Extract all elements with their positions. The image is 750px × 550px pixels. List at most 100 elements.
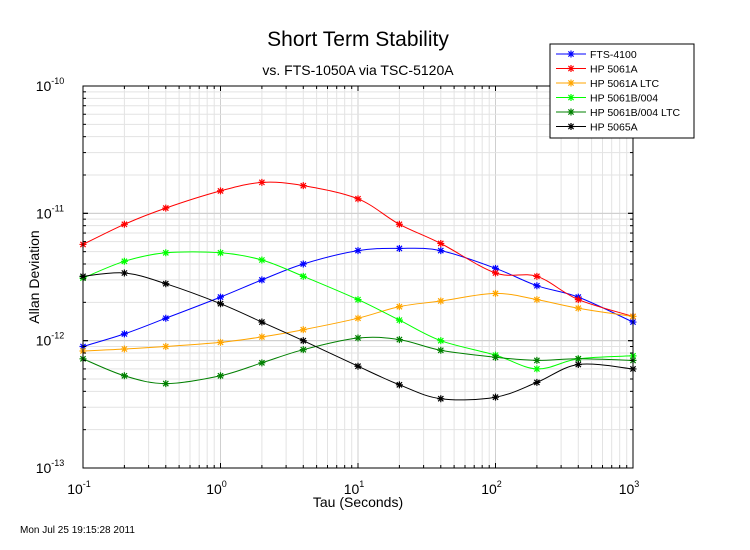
- data-point: [395, 381, 403, 389]
- chart-subtitle: vs. FTS-1050A via TSC-5120A: [262, 62, 454, 78]
- legend: FTS-4100 HP 5061A HP 5061A LTC HP 5061B/004…: [549, 43, 695, 139]
- data-point-marker: [437, 337, 445, 345]
- data-point-marker: [258, 178, 266, 186]
- data-point-marker: [567, 123, 575, 130]
- x-axis-label: Tau (Seconds): [313, 494, 403, 510]
- y-axis-label: Allan Deviation: [26, 230, 42, 323]
- data-point: [258, 178, 266, 186]
- legend-entry: HP 5061B/004 LTC: [556, 107, 681, 119]
- data-point: [533, 296, 541, 304]
- data-point: [299, 260, 307, 268]
- data-point: [217, 249, 224, 257]
- data-point: [162, 249, 170, 257]
- grid: [82, 85, 634, 469]
- legend-box: [549, 43, 695, 139]
- data-point-marker: [395, 220, 403, 228]
- data-point: [162, 280, 170, 288]
- data-point: [299, 182, 307, 190]
- data-point-marker: [567, 65, 575, 72]
- data-point-marker: [492, 393, 499, 401]
- data-point: [574, 360, 582, 368]
- data-point-marker: [533, 365, 541, 373]
- data-point-marker: [217, 249, 224, 257]
- data-point: [395, 336, 403, 344]
- data-point: [574, 304, 582, 312]
- data-point: [120, 257, 128, 265]
- data-point-marker: [258, 359, 266, 367]
- data-point: [299, 337, 307, 345]
- data-point-marker: [162, 380, 170, 388]
- data-point-marker: [395, 336, 403, 344]
- data-point-marker: [258, 276, 266, 284]
- x-tick-label: 103: [619, 479, 640, 497]
- data-point: [437, 239, 445, 247]
- data-point: [120, 269, 128, 277]
- data-point: [258, 318, 266, 326]
- data-point-marker: [162, 342, 170, 350]
- data-point-marker: [120, 372, 128, 380]
- data-point-marker: [492, 269, 499, 277]
- data-point: [258, 333, 266, 341]
- data-point-marker: [299, 272, 307, 280]
- data-point-marker: [395, 381, 403, 389]
- data-point: [299, 326, 307, 334]
- data-point-marker: [120, 220, 128, 228]
- data-point: [574, 355, 582, 363]
- legend-marker: [567, 94, 575, 101]
- legend-marker: [567, 50, 575, 58]
- legend-label: HP 5061B/004: [590, 93, 658, 105]
- data-point: [258, 256, 266, 264]
- data-point-marker: [299, 346, 307, 354]
- y-tick-label: 10-10: [36, 76, 65, 94]
- data-point-marker: [258, 333, 266, 341]
- data-point-marker: [120, 330, 128, 338]
- data-point-marker: [567, 79, 575, 87]
- data-point-marker: [162, 314, 170, 322]
- data-point-marker: [258, 256, 266, 264]
- data-point: [162, 314, 170, 322]
- data-point-marker: [299, 260, 307, 268]
- data-point-marker: [437, 346, 445, 354]
- data-point: [217, 187, 224, 195]
- data-point-marker: [533, 378, 541, 386]
- data-point: [492, 289, 499, 297]
- data-point: [354, 195, 362, 203]
- x-tick-label: 100: [206, 479, 227, 497]
- data-point-marker: [533, 272, 541, 280]
- data-point-marker: [395, 244, 403, 252]
- data-point: [533, 365, 541, 373]
- data-point: [437, 337, 445, 345]
- data-point-marker: [299, 182, 307, 190]
- data-point: [258, 276, 266, 284]
- data-point: [299, 272, 307, 280]
- legend-label: FTS-4100: [590, 49, 637, 61]
- data-point: [492, 353, 499, 361]
- legend-label: HP 5061A LTC: [590, 78, 659, 90]
- data-point: [492, 393, 499, 401]
- data-point-marker: [354, 247, 362, 255]
- data-point: [533, 378, 541, 386]
- data-point: [395, 316, 403, 324]
- data-point-marker: [437, 395, 445, 403]
- data-point-marker: [492, 264, 499, 272]
- data-point: [437, 346, 445, 354]
- data-point-marker: [162, 204, 170, 212]
- legend-marker: [567, 108, 575, 116]
- data-point: [217, 338, 224, 346]
- data-point: [354, 296, 362, 304]
- data-point: [120, 330, 128, 338]
- data-point-marker: [299, 326, 307, 334]
- x-tick-label: 102: [481, 479, 502, 497]
- data-point-marker: [120, 269, 128, 277]
- data-point-marker: [574, 360, 582, 368]
- data-point-marker: [258, 318, 266, 326]
- data-point: [437, 297, 445, 305]
- y-tick-label: 10-13: [36, 458, 65, 476]
- data-point-marker: [567, 108, 575, 116]
- legend-entry: HP 5061A LTC: [556, 78, 659, 90]
- x-tick-label: 101: [344, 479, 365, 497]
- data-point: [395, 303, 403, 311]
- data-point-marker: [120, 257, 128, 265]
- data-point: [492, 264, 499, 272]
- data-point: [217, 293, 224, 301]
